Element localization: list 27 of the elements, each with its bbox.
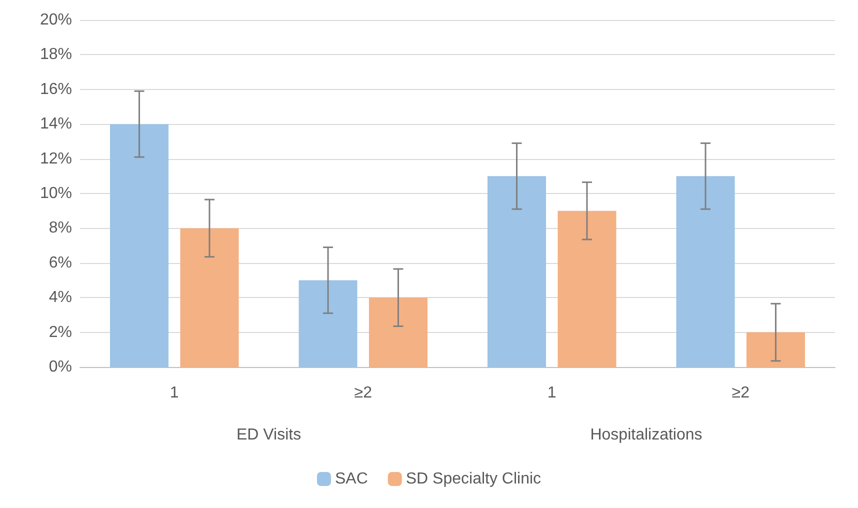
legend-label: SAC xyxy=(334,470,368,488)
bar xyxy=(676,176,735,367)
y-tick-label: 4% xyxy=(48,289,72,306)
text: ED Visits xyxy=(236,426,302,444)
y-tick-label: 16% xyxy=(40,80,72,98)
x-tick-label: ≥2 xyxy=(732,384,750,402)
y-tick-label: 6% xyxy=(48,254,72,272)
bar xyxy=(746,332,805,367)
bar xyxy=(180,228,239,367)
y-tick-label: 14% xyxy=(40,116,72,133)
y-tick-label: 20% xyxy=(40,12,72,28)
y-tick-label: 8% xyxy=(48,220,72,237)
y-tick-label: 10% xyxy=(40,185,72,202)
bar xyxy=(488,176,546,367)
x-tick-label: 1 xyxy=(547,384,556,402)
bar xyxy=(110,124,169,367)
bar xyxy=(368,298,428,367)
y-tick-label: 12% xyxy=(40,150,72,168)
bar xyxy=(558,210,616,367)
text: Hospitalizations xyxy=(590,426,702,444)
bar xyxy=(298,280,358,367)
y-tick-label: 2% xyxy=(48,324,72,341)
x-tick-label: 1 xyxy=(170,384,179,402)
y-tick-label: 18% xyxy=(40,46,72,64)
legend-label: SD Specialty Clinic xyxy=(406,470,542,488)
y-tick-label: 0% xyxy=(48,358,72,376)
x-tick-label: ≥2 xyxy=(354,384,372,402)
